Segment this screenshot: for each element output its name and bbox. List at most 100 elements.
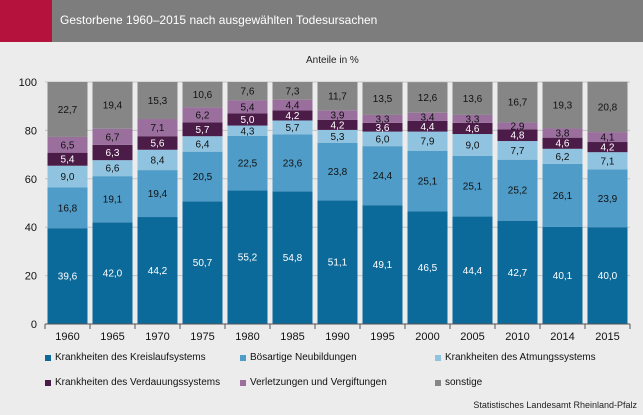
legend-swatch [435, 379, 441, 386]
y-tick-label: 80 [25, 125, 37, 137]
data-label: 7,1 [151, 123, 165, 134]
bar-segment [227, 135, 268, 191]
data-label: 3,9 [331, 111, 345, 122]
bar-segment [272, 99, 313, 111]
data-label: 42,0 [103, 269, 123, 280]
bar-segment [272, 191, 313, 324]
x-tick-label: 2005 [460, 331, 484, 343]
bar-segment [227, 190, 268, 324]
bar-segment [407, 120, 448, 132]
data-label: 13,5 [373, 94, 393, 105]
bar-segment [452, 216, 493, 324]
bar-segment [227, 100, 268, 114]
data-label: 6,5 [61, 140, 75, 151]
source-note: Statistisches Landesamt Rheinland-Pfalz [473, 400, 637, 410]
data-label: 55,2 [238, 253, 258, 264]
data-label: 23,6 [283, 158, 303, 169]
bar-segment [452, 155, 493, 217]
bar-segment [317, 142, 358, 201]
legend-swatch [240, 354, 246, 361]
legend-label: Verletzungen und Vergiftungen [250, 377, 387, 388]
data-label: 3,6 [376, 123, 390, 134]
data-label: 3,4 [421, 112, 435, 123]
data-label: 26,1 [553, 191, 573, 202]
legend-swatch [435, 354, 441, 361]
data-label: 6,7 [106, 132, 120, 143]
bar-segment [542, 163, 583, 227]
bar-segment [542, 128, 583, 138]
bar-segment [587, 152, 628, 170]
bar-segment [137, 136, 178, 150]
data-label: 19,3 [553, 101, 573, 112]
legend-item: Krankheiten des Verdauungssystems [45, 377, 220, 388]
bar-segment [317, 200, 358, 324]
legend-item: sonstige [435, 377, 482, 388]
bar-segment [497, 220, 538, 324]
bar-segment [182, 122, 223, 137]
legend-item: Verletzungen und Vergiftungen [240, 377, 387, 388]
data-label: 5,7 [196, 125, 210, 136]
bar-segment [587, 81, 628, 133]
bar-segment [407, 82, 448, 113]
bar-segment [92, 160, 133, 177]
data-label: 25,1 [463, 182, 483, 193]
data-label: 40,0 [598, 271, 618, 282]
x-tick-label: 1980 [235, 331, 259, 343]
data-label: 4,2 [331, 120, 345, 131]
data-label: 4,8 [511, 131, 525, 142]
bar-segment [497, 129, 538, 142]
data-label: 13,6 [463, 94, 483, 105]
x-tick-label: 2000 [415, 331, 439, 343]
data-label: 22,5 [238, 159, 258, 170]
legend-label: Krankheiten des Atmungssystems [445, 352, 596, 363]
bar-segment [92, 176, 133, 223]
data-label: 51,1 [328, 258, 348, 269]
bar-segment [317, 110, 358, 120]
data-label: 5,4 [241, 102, 255, 113]
bar-segment [272, 110, 313, 121]
legend-label: Krankheiten des Kreislaufsystems [55, 352, 206, 363]
chart-header: Gestorbene 1960–2015 nach ausgewählten T… [0, 0, 643, 42]
data-label: 40,1 [553, 271, 573, 282]
data-label: 4,6 [466, 124, 480, 135]
bar-segment [182, 151, 223, 202]
bar-segment [452, 134, 493, 156]
data-label: 7,1 [601, 156, 615, 167]
data-label: 23,9 [598, 194, 618, 205]
data-label: 3,8 [556, 129, 570, 140]
bar-segment [362, 122, 403, 132]
x-tick-label: 1990 [325, 331, 349, 343]
legend-item: Krankheiten des Atmungssystems [435, 352, 596, 363]
data-label: 4,6 [556, 139, 570, 150]
data-label: 24,4 [373, 171, 393, 182]
data-label: 4,4 [421, 122, 435, 133]
legend-swatch [240, 379, 246, 386]
data-label: 49,1 [373, 260, 393, 271]
data-label: 2,9 [511, 121, 525, 132]
bar-segment [587, 227, 628, 324]
data-label: 10,6 [193, 90, 213, 101]
x-tick-label: 2015 [595, 331, 619, 343]
bar-segment [182, 107, 223, 123]
bar-segment [272, 120, 313, 135]
data-label: 20,5 [193, 172, 213, 183]
x-tick-label: 2010 [505, 331, 529, 343]
data-label: 6,6 [106, 164, 120, 175]
bar-segment [497, 159, 538, 221]
bar-segment [92, 81, 133, 129]
bar-segment [47, 152, 88, 166]
x-tick-label: 1995 [370, 331, 394, 343]
bar-segment [407, 211, 448, 324]
bar-segment [407, 131, 448, 151]
bar-segment [407, 150, 448, 212]
data-label: 6,2 [196, 110, 210, 121]
data-label: 7,6 [241, 87, 255, 98]
bar-segment [47, 136, 88, 153]
bar-segment [497, 122, 538, 130]
data-label: 6,3 [106, 148, 120, 159]
bar-segment [362, 114, 403, 123]
data-label: 4,4 [286, 100, 300, 111]
bar-segment [227, 113, 268, 126]
bar-segment [587, 132, 628, 143]
